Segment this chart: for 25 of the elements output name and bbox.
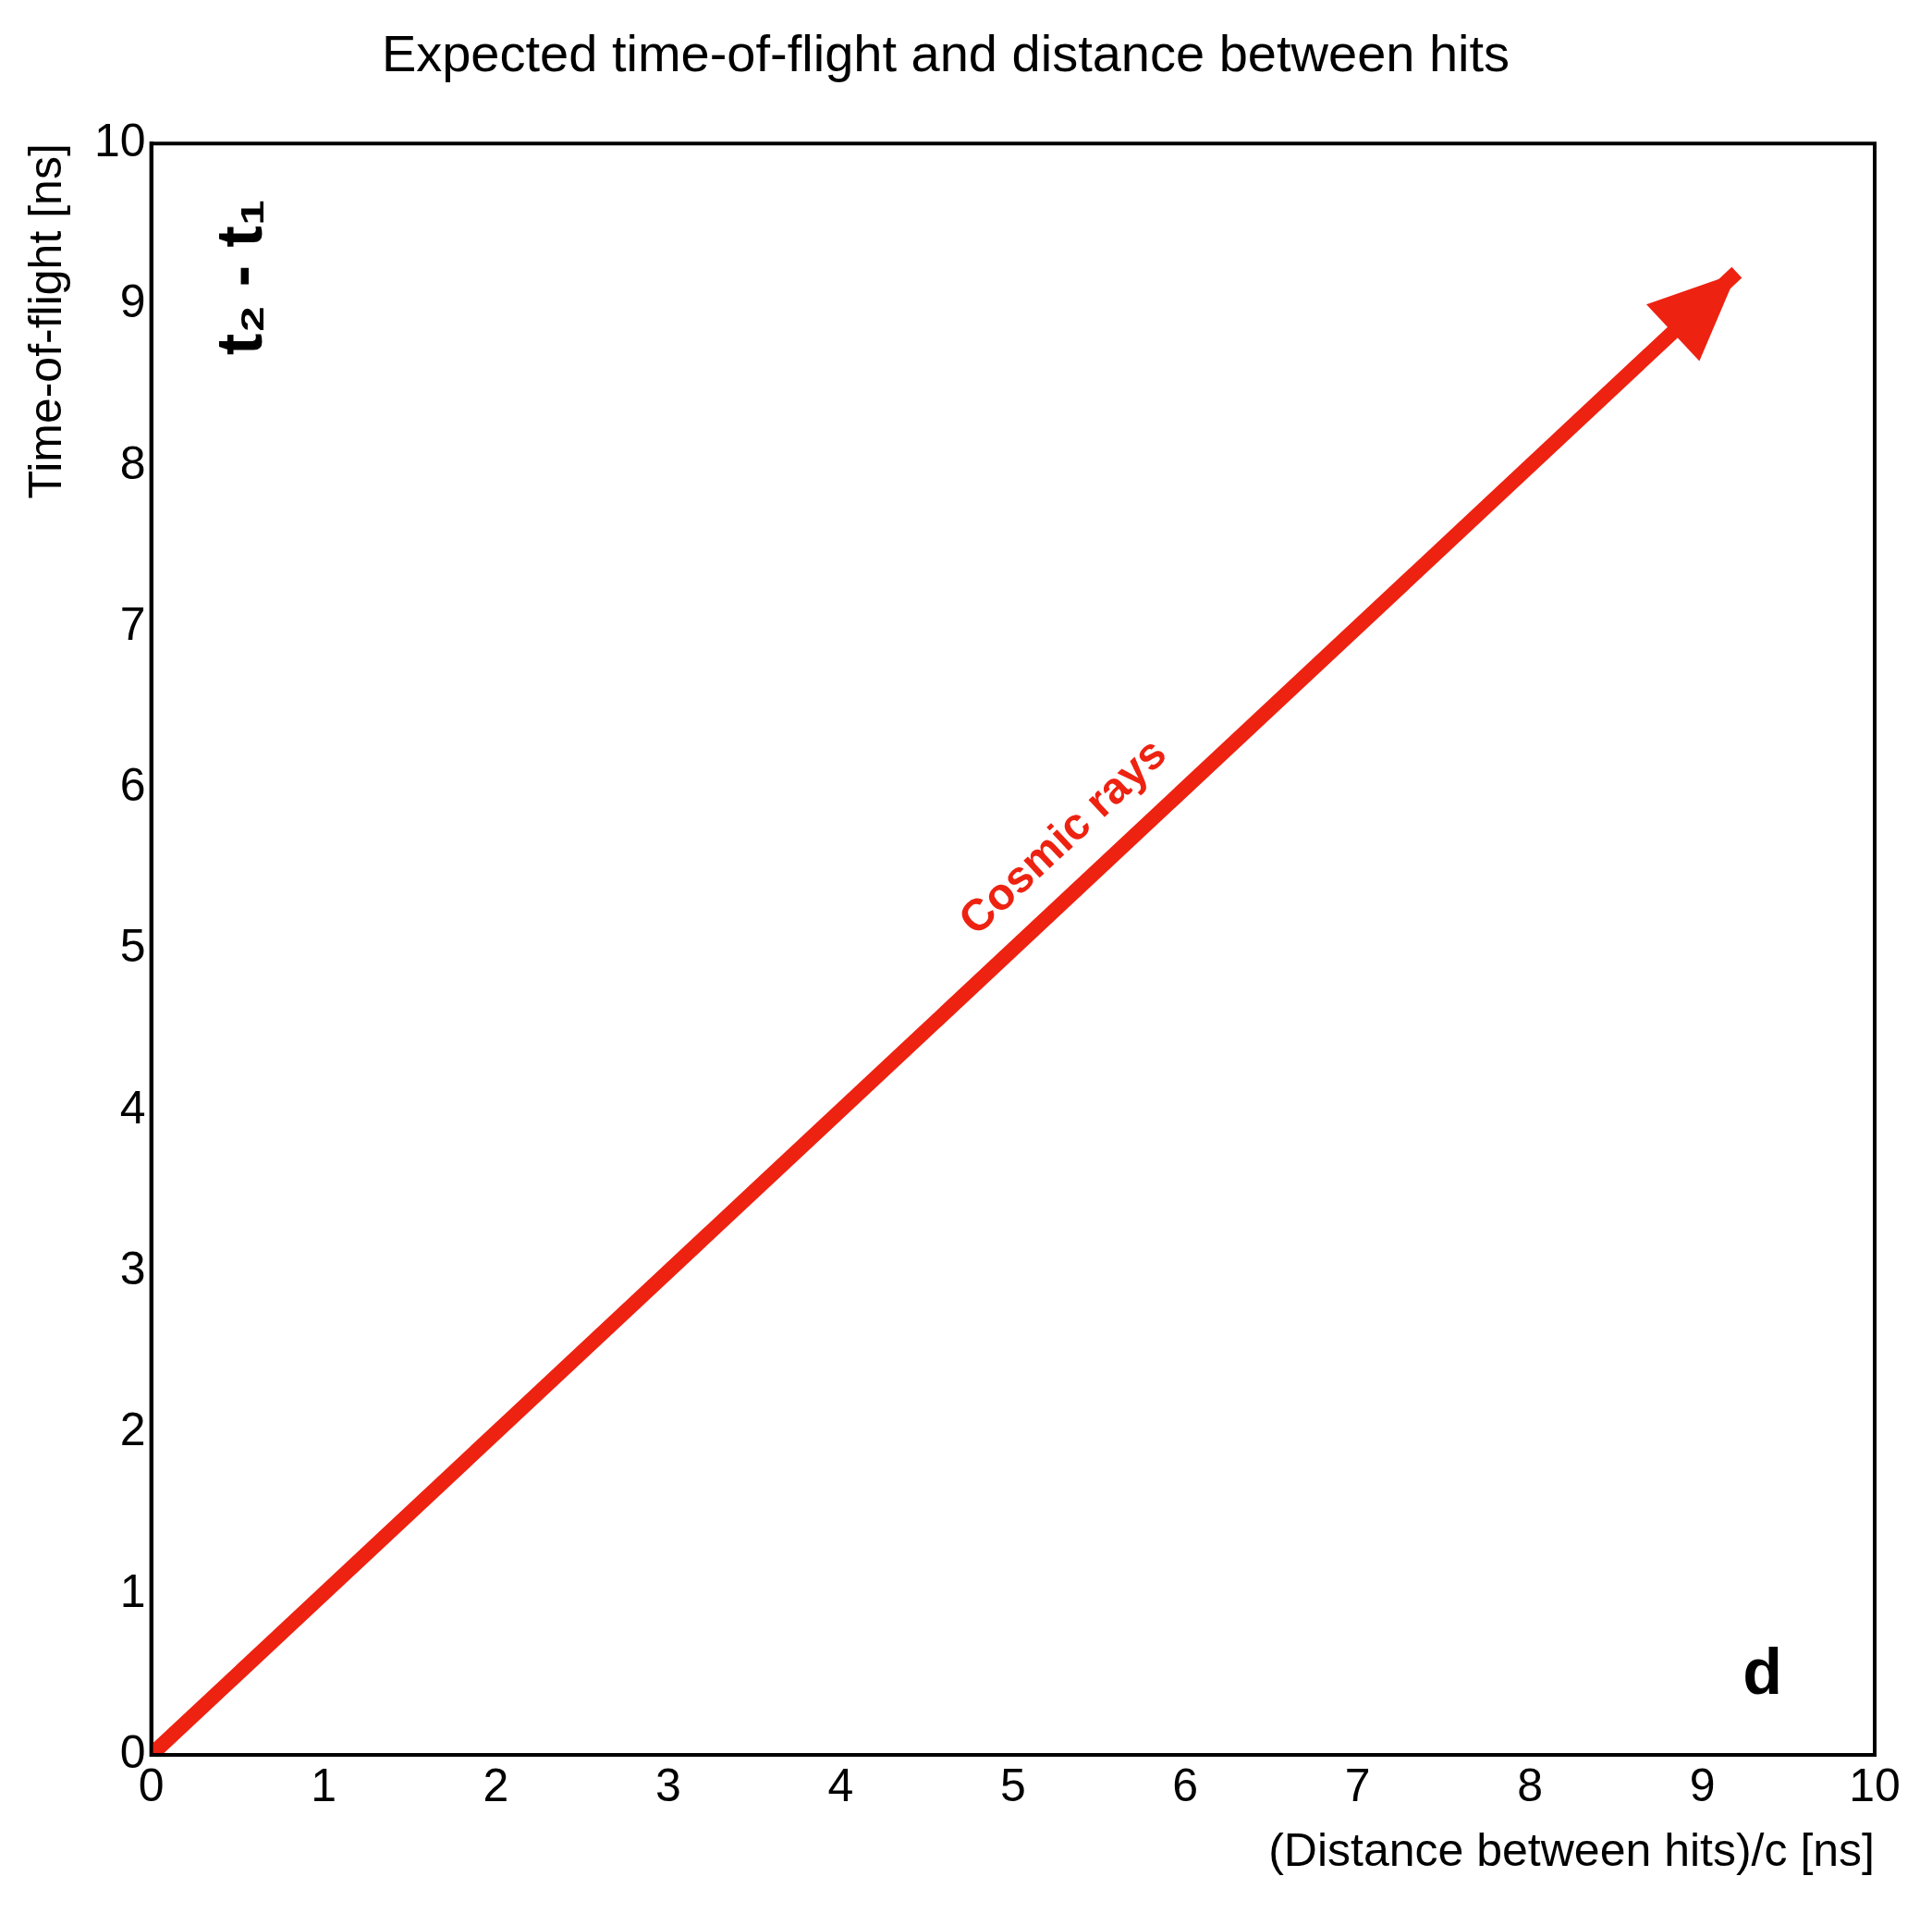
y-tick-label: 6 [119, 759, 146, 812]
y-tick-label: 7 [119, 597, 146, 650]
annotation: d [1742, 1636, 1782, 1709]
x-tick-label: 10 [1849, 1759, 1901, 1811]
y-tick-label: 9 [119, 276, 146, 328]
y-axis-title: Time-of-flight [ns] [18, 143, 71, 499]
y-tick-label: 10 [93, 114, 146, 166]
x-axis-title: (Distance between hits)/c [ns] [1268, 1823, 1875, 1876]
x-tick-label: 6 [1172, 1759, 1199, 1811]
x-tick-label: 8 [1517, 1759, 1544, 1811]
x-tick-label: 2 [483, 1759, 509, 1811]
chart-title: Expected time-of-flight and distance between hits [381, 24, 1510, 83]
y-tick-label: 5 [119, 920, 146, 973]
y-tick-label: 8 [119, 436, 146, 489]
annotation: t₂ - t₁ [202, 199, 275, 356]
y-tick-label: 3 [119, 1242, 146, 1294]
y-tick-label: 4 [119, 1081, 146, 1134]
y-tick-label: 2 [119, 1404, 146, 1456]
x-tick-label: 1 [311, 1759, 336, 1811]
x-tick-label: 9 [1689, 1759, 1716, 1811]
x-tick-label: 3 [655, 1759, 681, 1811]
x-tick-label: 7 [1344, 1759, 1371, 1811]
x-tick-label: 5 [999, 1759, 1026, 1811]
y-tick-label: 1 [119, 1564, 146, 1617]
x-tick-label: 4 [827, 1759, 854, 1811]
